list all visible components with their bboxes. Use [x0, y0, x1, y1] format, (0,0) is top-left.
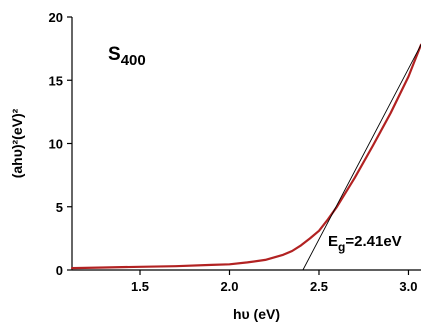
- axes-layer: 0 5 10 15 20 1.5 2.0 2.5 3.0: [49, 10, 421, 294]
- series-layer: [70, 43, 421, 271]
- annotation-main: E: [328, 233, 338, 250]
- sample-label-main: S: [108, 44, 121, 65]
- annotation-sub: g: [338, 240, 345, 254]
- absorption-curve: [70, 43, 421, 270]
- x-tick-label: 3.0: [399, 279, 417, 294]
- y-tick-label: 5: [56, 200, 63, 215]
- y-tick-label: 15: [49, 73, 63, 88]
- sample-label: S400: [108, 44, 146, 69]
- tangent-line: [302, 44, 421, 271]
- annotation-rest: =2.41eV: [345, 233, 401, 250]
- y-axis-title: (ahυ)²(eV)²: [9, 108, 25, 178]
- x-tick-label: 2.0: [220, 279, 238, 294]
- sample-label-sub: 400: [121, 52, 146, 69]
- y-tick-label: 0: [56, 263, 63, 278]
- x-axis-title: hυ (eV): [233, 306, 280, 322]
- x-tick-label: 1.5: [131, 279, 149, 294]
- text-layer: hυ (eV) (ahυ)²(eV)² S400 Eg=2.41eV: [9, 44, 402, 322]
- x-tick-label: 2.5: [310, 279, 328, 294]
- band-gap-annotation: Eg=2.41eV: [328, 233, 402, 254]
- y-tick-label: 10: [49, 137, 63, 152]
- y-tick-label: 20: [49, 10, 63, 25]
